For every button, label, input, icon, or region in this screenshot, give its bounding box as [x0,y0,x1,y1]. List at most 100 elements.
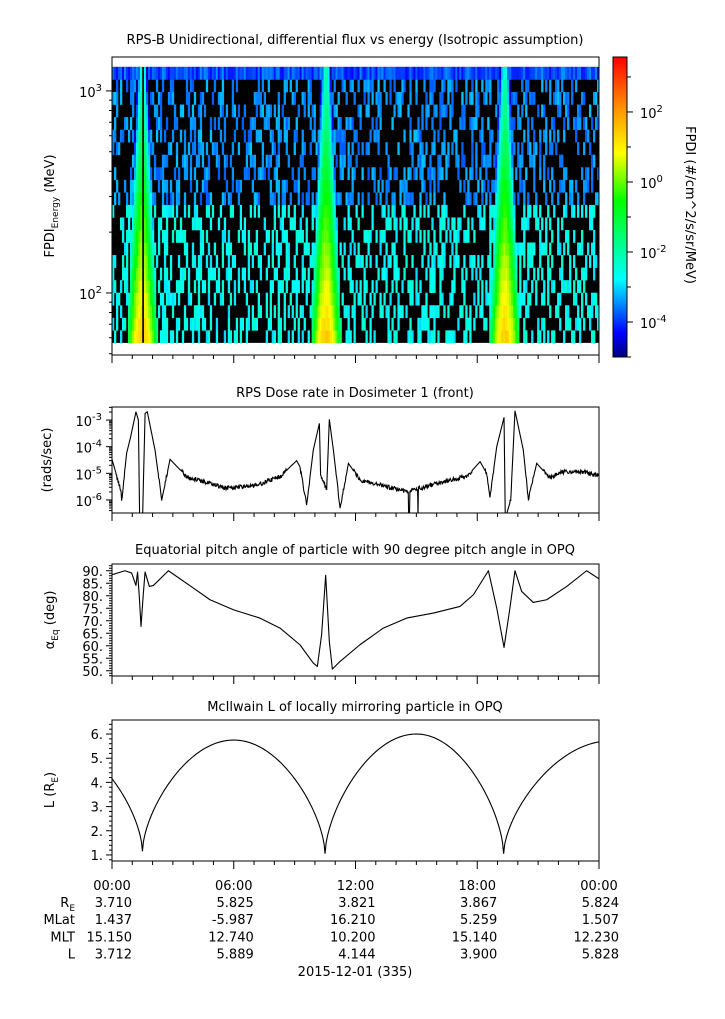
spectrogram-cell [579,280,582,293]
spectrogram-cell [519,154,522,168]
spectrogram-cell [177,280,181,293]
spectrogram-cell [197,280,201,293]
spectrogram-cell [323,154,326,168]
spectrogram-cell [371,117,374,130]
spectrogram-cell [481,79,484,93]
spectrogram-cell [441,79,444,93]
spectrogram-cell [521,217,524,231]
spectrogram-cell [375,255,378,268]
spectrogram-cell [135,192,139,206]
spectrogram-cell [531,242,534,256]
spectrogram-cell [465,79,468,93]
spectrogram-cell [277,117,280,130]
spectrogram-cell [539,142,542,156]
spectrogram-cell [433,66,436,80]
spectrogram-cell [559,154,562,168]
spectrogram-cell [269,129,272,143]
spectrogram-cell [533,129,536,143]
spectrogram-cell [303,317,306,331]
spectrogram-cell [145,242,149,256]
spectrogram-cell [133,204,137,218]
spectrogram-cell [253,242,257,256]
spectrogram-cell [579,330,582,344]
spectrogram-cell [155,330,159,344]
spectrogram-cell [163,267,167,281]
spectrogram-cell [209,217,213,231]
spectrogram-cell [497,91,500,105]
spectrogram-cell [491,280,494,293]
spectrogram-cell [247,317,251,331]
spectrogram-cell [387,330,390,344]
spectrogram-cell [463,179,466,193]
spectrogram-cell [509,91,512,105]
spectrogram-cell [177,255,181,268]
spectrogram-cell [277,142,280,156]
spectrogram-cell [339,242,342,256]
spectrogram-cell [125,66,129,80]
spectrogram-cell [335,242,338,256]
spectrogram-cell [579,117,582,130]
spectrogram-cell [195,154,199,168]
dose-tick-label-base: 10 [75,415,92,430]
spectrogram-cell [263,91,266,105]
spectrogram-cell [151,217,155,231]
spectrogram-cell [471,117,474,130]
spectrogram-cell [491,129,494,143]
spectrogram-cell [195,267,199,281]
spectrogram-cell [291,330,294,344]
spectrogram-cell [515,242,518,256]
spectrogram-cell [277,129,280,143]
spectrogram-cell [279,330,282,344]
spectrogram-cell [243,280,247,293]
spectrogram-cell [161,305,165,319]
ephemeris-row-label: MLT [50,930,75,945]
spectrogram-cell [497,280,500,293]
spectrogram-cell [121,267,125,281]
spectrogram-cell [169,267,173,281]
spectrogram-cell [553,179,556,193]
spectrogram-cell [393,330,396,344]
spectrogram-cell [505,154,508,168]
spectrogram-cell [407,167,410,181]
spectrogram-cell [401,204,404,218]
spectrogram-cell [553,117,556,130]
spectrogram-cell [429,154,432,168]
spectrogram-cell [139,330,143,344]
spectrogram-cell [189,292,193,306]
spectrogram-cell [205,66,209,80]
spectrogram-cell [293,91,296,105]
spectrogram-cell [301,229,304,243]
spectrogram-cell [505,280,508,293]
spectrogram-cell [381,179,384,193]
spectrogram-cell [369,129,372,143]
spectrogram-cell [535,192,538,206]
spectrogram-cell [525,66,528,80]
spectrogram-cell [251,305,255,319]
spectrogram-cell [175,154,179,168]
spectrogram-cell [151,330,155,344]
spectrogram-cell [137,91,141,105]
spectrogram-cell [277,280,280,293]
spectrogram-cell [255,129,258,143]
spectrogram-cell [179,129,183,143]
spectrogram-cell [247,267,251,281]
spectrogram-cell [165,179,169,193]
spectrogram-cell [209,129,213,143]
pitch-tick-label: 90. [82,565,103,580]
spectrogram-cell [425,192,428,206]
spectrogram-cell [375,280,378,293]
spectrogram-cell [321,280,324,293]
spectrogram-cell [379,192,382,206]
spectrogram-cell [581,204,584,218]
spectrogram-cell [391,317,394,331]
spectrogram-cell [329,154,332,168]
spectrogram-cell [311,292,314,306]
spectrogram-cell [419,66,422,80]
spectrogram-cell [273,104,276,118]
spectrogram-cell [313,330,316,344]
lshell-plot-area [112,733,599,854]
spectrogram-cell [114,91,117,105]
spectrogram-cell [441,104,444,118]
spectrogram-cell [325,117,328,130]
spectrogram-cell [319,142,322,156]
